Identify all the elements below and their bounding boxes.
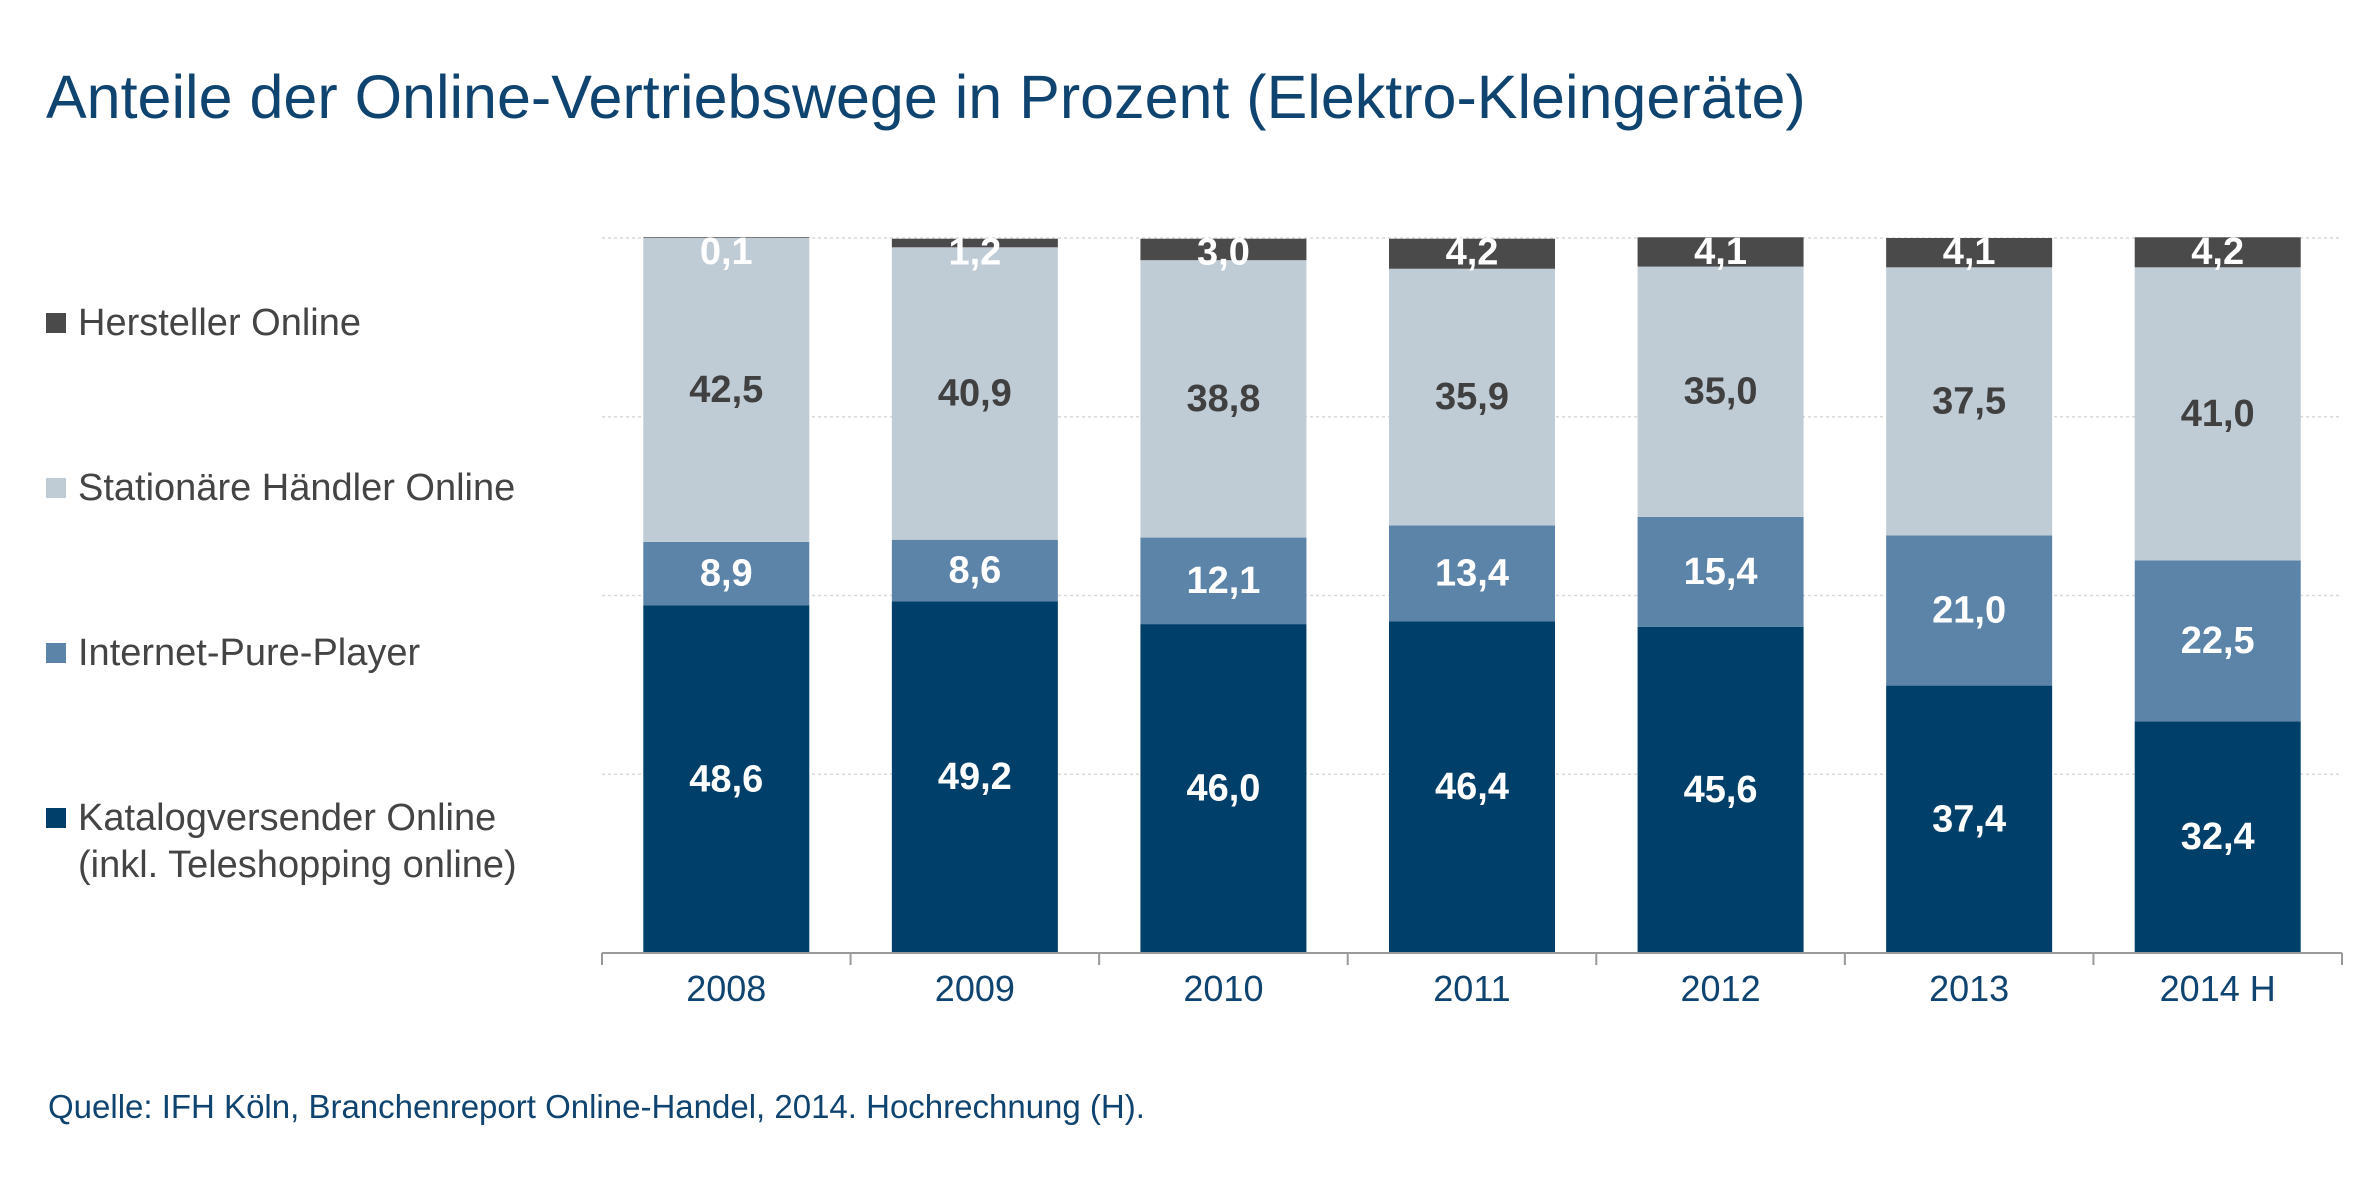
legend-swatch <box>46 313 66 333</box>
bar-segment <box>643 238 810 542</box>
data-label: 46,4 <box>1435 766 1509 808</box>
bar-segment <box>1140 624 1307 953</box>
bar-segment <box>2134 721 2301 953</box>
bar-segment <box>1886 238 2053 268</box>
x-tick-label: 2013 <box>1929 968 2009 1009</box>
x-tick-label: 2008 <box>686 968 766 1009</box>
legend-label: Hersteller Online <box>78 302 361 344</box>
data-label: 8,6 <box>948 549 1001 591</box>
legend-item: Katalogversender Online (inkl. Teleshopp… <box>46 795 517 889</box>
legend-item: Hersteller Online <box>46 300 361 347</box>
data-label: 4,1 <box>1943 231 1996 273</box>
bar-segment <box>891 601 1058 953</box>
data-label: 35,9 <box>1435 376 1509 418</box>
x-tick-label: 2009 <box>935 968 1015 1009</box>
x-tick-label: 2012 <box>1681 968 1761 1009</box>
legend-swatch <box>46 478 66 498</box>
bar-segment <box>1140 537 1307 625</box>
bar-segment <box>643 541 810 606</box>
bar-segment <box>1637 266 1804 517</box>
data-label: 4,2 <box>1446 232 1499 274</box>
data-label: 12,1 <box>1186 560 1260 602</box>
data-label: 22,5 <box>2181 620 2255 662</box>
data-label: 1,2 <box>948 232 1001 274</box>
x-tick-label: 2010 <box>1183 968 1263 1009</box>
x-tick-label: 2011 <box>1433 968 1510 1009</box>
bar-segment <box>1886 267 2053 536</box>
bar-segment <box>1886 535 2053 686</box>
legend-item: Internet-Pure-Player <box>46 630 420 677</box>
data-label: 41,0 <box>2181 393 2255 435</box>
bar-segment <box>2134 560 2301 722</box>
data-label: 46,0 <box>1186 768 1260 810</box>
bar-segment <box>891 238 1058 248</box>
data-label: 48,6 <box>689 758 763 800</box>
legend-swatch <box>46 808 66 828</box>
bar-segment <box>1389 238 1555 269</box>
source-note: Quelle: IFH Köln, Branchenreport Online-… <box>48 1088 1145 1125</box>
data-label: 35,0 <box>1684 371 1758 413</box>
bar-segment <box>1637 237 1804 267</box>
bar-segment <box>891 247 1058 540</box>
bar-segment <box>643 605 810 953</box>
bar-segment <box>643 237 810 238</box>
data-label: 40,9 <box>938 373 1012 415</box>
bar-segment <box>1637 626 1804 953</box>
bar-segment <box>1389 621 1555 953</box>
data-label: 37,4 <box>1932 798 2006 840</box>
data-label: 4,2 <box>2191 231 2244 273</box>
data-label: 45,6 <box>1684 769 1758 811</box>
legend-swatch <box>46 643 66 663</box>
data-label: 37,5 <box>1932 380 2006 422</box>
data-label: 4,1 <box>1694 231 1747 273</box>
data-label: 49,2 <box>938 756 1012 798</box>
bar-segment <box>1886 685 2053 953</box>
bar-segment <box>1140 238 1307 261</box>
data-label: 15,4 <box>1684 551 1758 593</box>
data-label: 32,4 <box>2181 816 2255 858</box>
legend-label: Internet-Pure-Player <box>78 632 421 674</box>
legend-label: Katalogversender Online (inkl. Teleshopp… <box>78 797 517 886</box>
data-label: 8,9 <box>700 553 753 595</box>
bar-segment <box>1389 268 1555 526</box>
data-label: 13,4 <box>1435 552 1509 594</box>
bar-segment <box>2134 267 2301 561</box>
bar-segment <box>1389 525 1555 622</box>
data-label: 21,0 <box>1932 590 2006 632</box>
bar-segment <box>1637 516 1804 627</box>
bar-segment <box>2134 237 2301 268</box>
data-label: 42,5 <box>689 369 763 411</box>
legend-item: Stationäre Händler Online <box>46 465 515 512</box>
bar-segment <box>1140 260 1307 538</box>
page-title: Anteile der Online-Vertriebswege in Proz… <box>46 63 1806 131</box>
bar-segment <box>891 539 1058 602</box>
data-label: 0,1 <box>700 231 753 273</box>
data-label: 38,8 <box>1186 378 1260 420</box>
x-tick-label: 2014 H <box>2160 968 2276 1009</box>
data-label: 3,0 <box>1197 232 1250 274</box>
legend-label: Stationäre Händler Online <box>78 467 516 509</box>
